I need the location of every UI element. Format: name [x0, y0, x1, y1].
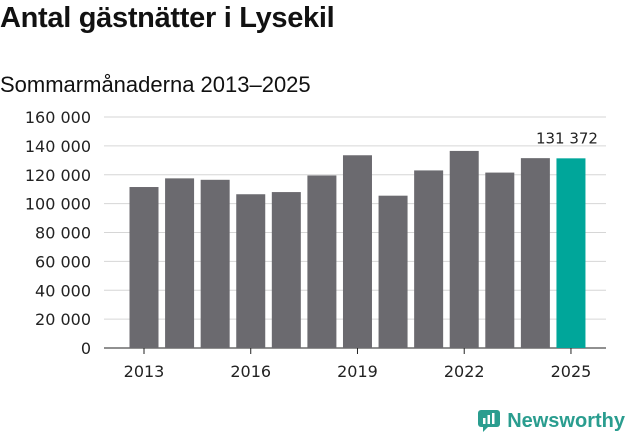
data-label: 131 372	[536, 129, 598, 147]
bar	[342, 155, 372, 348]
y-tick-label: 40 000	[35, 281, 91, 300]
newsworthy-logo-icon	[478, 410, 501, 432]
x-tick-label: 2025	[551, 362, 592, 381]
bar	[307, 175, 337, 348]
y-tick-label: 60 000	[35, 252, 91, 271]
bar	[236, 194, 266, 348]
bar	[165, 178, 195, 348]
x-tick-label: 2019	[337, 362, 378, 381]
y-tick-label: 100 000	[25, 195, 91, 214]
bar	[414, 170, 444, 348]
brand-name: Newsworthy	[507, 409, 625, 432]
bar	[449, 150, 479, 348]
brand: Newsworthy	[477, 409, 625, 433]
y-tick-label: 80 000	[35, 224, 91, 243]
bar	[556, 158, 586, 348]
bar	[271, 192, 301, 348]
y-tick-label: 0	[81, 339, 91, 358]
bar	[378, 195, 408, 348]
y-tick-label: 140 000	[25, 137, 91, 156]
x-tick-label: 2022	[444, 362, 485, 381]
chart-subtitle: Sommarmånaderna 2013–2025	[0, 72, 311, 97]
y-tick-label: 160 000	[25, 108, 91, 127]
y-tick-label: 20 000	[35, 310, 91, 329]
bar	[520, 158, 550, 348]
y-tick-label: 120 000	[25, 166, 91, 185]
x-tick-label: 2013	[124, 362, 165, 381]
bar	[129, 187, 159, 348]
bar	[485, 172, 515, 348]
chart-title: Antal gästnätter i Lysekil	[0, 2, 335, 34]
bar	[200, 179, 230, 348]
x-tick-label: 2016	[230, 362, 271, 381]
